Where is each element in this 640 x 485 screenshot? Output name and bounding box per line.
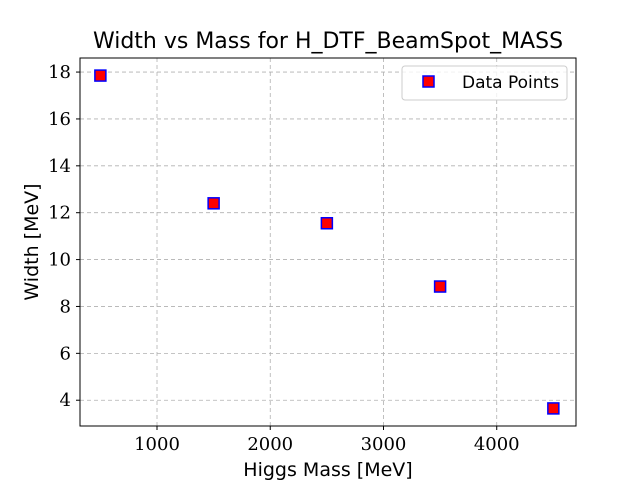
x-axis-label: Higgs Mass [MeV] xyxy=(243,459,412,480)
data-points xyxy=(94,69,560,415)
y-tick-label: 14 xyxy=(48,156,71,177)
y-tick-label: 4 xyxy=(60,390,71,411)
data-point xyxy=(94,69,107,82)
y-tick-label: 10 xyxy=(48,250,71,271)
data-point xyxy=(433,280,447,293)
x-tick-label: 3000 xyxy=(361,434,407,455)
y-tick-label: 6 xyxy=(60,343,71,364)
y-tick-label: 18 xyxy=(48,62,71,83)
x-tick-label: 4000 xyxy=(474,434,520,455)
data-point xyxy=(547,402,560,415)
data-point xyxy=(320,216,334,230)
legend-box xyxy=(401,65,568,101)
y-axis-label: Width [MeV] xyxy=(21,183,43,300)
plot-frame xyxy=(79,57,577,427)
legend-marker xyxy=(422,75,435,88)
chart-title: Width vs Mass for H_DTF_BeamSpot_MASS xyxy=(93,29,563,54)
y-tick-label: 16 xyxy=(48,109,71,130)
axis-ticks: 1000 2000 3000 4000 4 6 8 10 12 14 16 18 xyxy=(48,62,520,455)
y-tick-label: 8 xyxy=(60,296,71,317)
x-tick-label: 2000 xyxy=(247,434,293,455)
legend-label: Data Points xyxy=(462,73,559,93)
data-point xyxy=(207,197,220,210)
y-tick-label: 12 xyxy=(48,203,71,224)
grid xyxy=(80,58,576,426)
x-tick-label: 1000 xyxy=(134,434,180,455)
legend: Data Points xyxy=(401,65,568,101)
